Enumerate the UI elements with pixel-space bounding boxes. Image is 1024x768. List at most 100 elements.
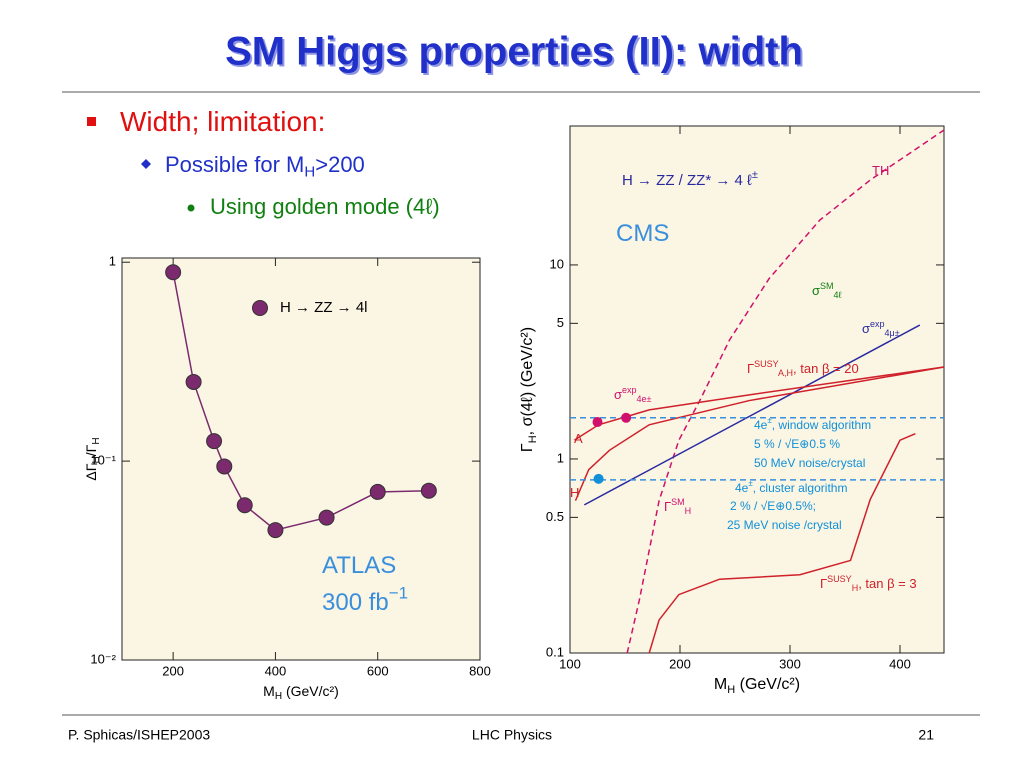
superscript: ± xyxy=(752,169,758,181)
x-tick-label: 400 xyxy=(889,656,911,671)
superscript: exp xyxy=(870,319,885,329)
superscript: ± xyxy=(748,479,753,488)
data-point xyxy=(592,417,603,428)
bullet-text: Possible for MH>200 xyxy=(165,152,365,181)
x-tick-label: 300 xyxy=(779,656,801,671)
text-part: Possible for M xyxy=(165,152,304,177)
x-axis-label: MH (GeV/c²) xyxy=(714,676,800,695)
subscript: H xyxy=(727,684,735,696)
superscript: SM xyxy=(671,497,685,507)
slide-title: SM Higgs properties (II): width xyxy=(225,30,803,74)
text-part: (GeV/c²) xyxy=(282,683,339,699)
annotation: 25 MeV noise /crystal xyxy=(727,518,842,532)
superscript: SUSY xyxy=(827,574,852,584)
annotation: 300 fb−1 xyxy=(322,584,408,616)
y-tick-label: 1 xyxy=(109,254,116,269)
subscript: 4ℓ xyxy=(834,290,843,300)
text-part: H → ZZ / ZZ* → 4 ℓ xyxy=(622,172,752,189)
y-tick-label: 1 xyxy=(557,450,564,465)
subscript: H xyxy=(304,164,315,181)
text-part: , tan β = 20 xyxy=(793,361,859,376)
plot-area xyxy=(569,125,945,654)
text-part: 4e xyxy=(754,418,768,432)
text-part: 5 % / √E⊕0.5 % xyxy=(754,437,840,451)
text-part: Width; limitation: xyxy=(120,106,325,137)
series-line xyxy=(626,129,945,654)
data-point xyxy=(369,483,386,500)
text-part: M xyxy=(714,676,727,693)
series-line xyxy=(648,432,916,654)
text-part: 50 MeV noise/crystal xyxy=(754,456,865,470)
series-line xyxy=(574,366,945,501)
subscript: H xyxy=(527,435,539,443)
y-tick-label: 10⁻² xyxy=(90,651,116,666)
text-part: Γ xyxy=(820,576,827,591)
text-part: A xyxy=(574,431,583,446)
annotation: H xyxy=(570,485,579,500)
annotation: ΓSUSYA,H, tan β = 20 xyxy=(747,359,859,378)
y-tick-label: 10⁻¹ xyxy=(90,453,116,468)
annotation: 2 % / √E⊕0.5%; xyxy=(730,499,816,513)
bullet-text: Width; limitation: xyxy=(120,106,325,137)
superscript: SM xyxy=(820,281,834,291)
y-tick-label: 10 xyxy=(550,256,564,271)
annotation: σSM4ℓ xyxy=(812,281,843,300)
x-tick-label: 800 xyxy=(469,663,491,678)
subscript: A,H xyxy=(778,368,793,378)
footer-center: LHC Physics xyxy=(472,727,552,743)
bullet-diamond xyxy=(141,159,151,169)
text-part: σ xyxy=(862,321,870,336)
x-tick-label: 600 xyxy=(367,663,389,678)
y-axis-label: ΓH, σ(4ℓ) (GeV/c²) xyxy=(519,327,538,452)
text-part: Γ xyxy=(747,361,754,376)
data-point xyxy=(420,482,437,499)
annotation: ATLAS xyxy=(322,552,396,579)
annotation: 4e±, cluster algorithm xyxy=(735,479,847,495)
text-part: /Γ xyxy=(83,444,99,456)
text-part: 300 fb xyxy=(322,589,389,616)
legend-marker xyxy=(252,300,268,316)
text-part: M xyxy=(263,683,275,699)
legend-label: H → ZZ → 4l xyxy=(280,299,368,316)
annotation: TH xyxy=(872,163,889,178)
series-line xyxy=(583,324,921,506)
annotation: CMS xyxy=(616,220,669,247)
subscript: H xyxy=(91,437,102,444)
data-point xyxy=(236,497,253,514)
text-part: , tan β = 3 xyxy=(858,576,916,591)
text-part: 2 % / √E⊕0.5%; xyxy=(730,499,816,513)
data-point xyxy=(185,373,202,390)
y-tick-label: 0.5 xyxy=(546,509,564,524)
superscript: −1 xyxy=(389,584,408,603)
superscript: ± xyxy=(767,416,772,425)
subscript: 4e± xyxy=(637,394,652,404)
annotation: σexp4e± xyxy=(614,385,652,404)
text-part: Γ xyxy=(664,499,671,514)
subscript: H xyxy=(852,583,859,593)
superscript: SUSY xyxy=(754,359,779,369)
annotation: 4e±, window algorithm xyxy=(754,416,871,432)
annotation: H → ZZ / ZZ* → 4 ℓ± xyxy=(622,169,758,189)
annotation: ΓSMH xyxy=(664,497,691,516)
data-point xyxy=(621,412,632,423)
text-part: σ xyxy=(812,283,820,298)
text-part: TH xyxy=(872,163,889,178)
text-part: H xyxy=(570,485,579,500)
text-part: ΔΓ xyxy=(83,463,99,480)
x-tick-label: 400 xyxy=(265,663,287,678)
data-point xyxy=(165,264,182,281)
data-point xyxy=(318,509,335,526)
subscript: 4μ± xyxy=(885,328,900,338)
footer-right: 21 xyxy=(918,727,934,743)
superscript: exp xyxy=(622,385,637,395)
text-part: , window algorithm xyxy=(772,418,871,432)
text-part: 4e xyxy=(735,481,749,495)
x-tick-label: 200 xyxy=(669,656,691,671)
text-part: σ xyxy=(614,387,622,402)
annotation: ΓSUSYH, tan β = 3 xyxy=(820,574,917,593)
text-part: Using golden mode (4ℓ) xyxy=(210,194,440,219)
text-part: (GeV/c²) xyxy=(735,676,800,693)
subscript: H xyxy=(91,456,102,463)
y-axis-label: ΔΓH/ΓH xyxy=(83,437,102,480)
